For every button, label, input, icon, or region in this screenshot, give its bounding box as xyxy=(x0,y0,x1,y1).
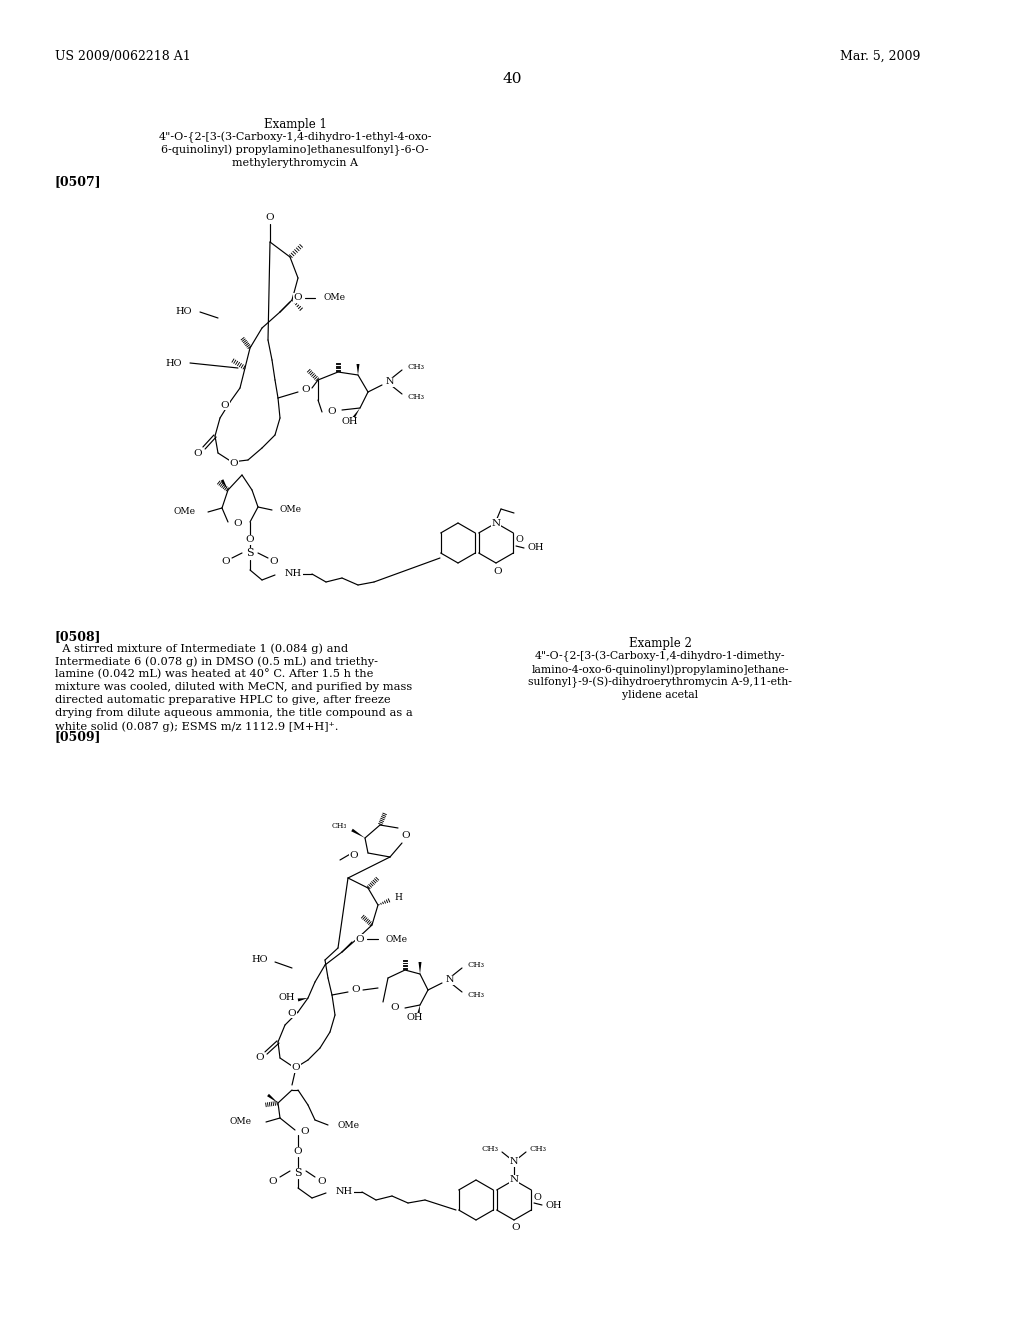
Text: OMe: OMe xyxy=(280,506,302,515)
Polygon shape xyxy=(417,1005,420,1016)
Text: S: S xyxy=(246,548,254,558)
Text: O: O xyxy=(269,557,279,565)
Text: US 2009/0062218 A1: US 2009/0062218 A1 xyxy=(55,50,190,63)
Text: O: O xyxy=(229,459,239,469)
Text: O: O xyxy=(512,1224,520,1233)
Text: HO: HO xyxy=(252,956,268,965)
Text: O: O xyxy=(256,1053,264,1063)
Polygon shape xyxy=(298,998,308,1002)
Text: NH: NH xyxy=(285,569,302,578)
Text: CH₃: CH₃ xyxy=(530,1144,547,1152)
Text: [0509]: [0509] xyxy=(55,730,101,743)
Text: O: O xyxy=(349,850,358,859)
Text: OH: OH xyxy=(342,417,358,426)
Text: OMe: OMe xyxy=(173,507,195,516)
Text: O: O xyxy=(292,1064,300,1072)
Text: O: O xyxy=(221,557,230,565)
Text: drying from dilute aqueous ammonia, the title compound as a: drying from dilute aqueous ammonia, the … xyxy=(55,708,413,718)
Text: O: O xyxy=(355,935,365,944)
Text: lamine (0.042 mL) was heated at 40° C. After 1.5 h the: lamine (0.042 mL) was heated at 40° C. A… xyxy=(55,669,374,680)
Text: CH₃: CH₃ xyxy=(408,393,425,401)
Text: N: N xyxy=(386,378,394,387)
Text: white solid (0.087 g); ESMS m/z 1112.9 [M+H]⁺.: white solid (0.087 g); ESMS m/z 1112.9 [… xyxy=(55,721,339,731)
Text: S: S xyxy=(294,1168,302,1177)
Text: O: O xyxy=(391,1002,399,1011)
Text: 40: 40 xyxy=(502,73,522,86)
Text: O: O xyxy=(351,986,360,994)
Text: O: O xyxy=(294,1147,302,1156)
Text: A stirred mixture of Intermediate 1 (0.084 g) and: A stirred mixture of Intermediate 1 (0.0… xyxy=(55,643,348,653)
Text: 4"-O-{2-[3-(3-Carboxy-1,4-dihydro-1-dimethy-: 4"-O-{2-[3-(3-Carboxy-1,4-dihydro-1-dime… xyxy=(535,651,785,663)
Polygon shape xyxy=(221,479,228,490)
Text: Intermediate 6 (0.078 g) in DMSO (0.5 mL) and triethy-: Intermediate 6 (0.078 g) in DMSO (0.5 mL… xyxy=(55,656,378,667)
Text: O: O xyxy=(317,1176,327,1185)
Text: OMe: OMe xyxy=(324,293,346,302)
Text: O: O xyxy=(515,536,523,544)
Text: OMe: OMe xyxy=(338,1121,360,1130)
Text: O: O xyxy=(302,385,310,395)
Text: directed automatic preparative HPLC to give, after freeze: directed automatic preparative HPLC to g… xyxy=(55,696,390,705)
Text: O: O xyxy=(288,1008,296,1018)
Text: Example 1: Example 1 xyxy=(263,117,327,131)
Text: OH: OH xyxy=(546,1200,562,1209)
Text: O: O xyxy=(221,400,229,409)
Polygon shape xyxy=(351,829,365,838)
Text: N: N xyxy=(492,519,501,528)
Text: OMe: OMe xyxy=(386,935,408,944)
Text: CH₃: CH₃ xyxy=(468,961,485,969)
Text: HO: HO xyxy=(166,359,182,367)
Polygon shape xyxy=(356,364,359,375)
Text: OH: OH xyxy=(279,994,295,1002)
Text: OH: OH xyxy=(407,1014,423,1023)
Text: O: O xyxy=(229,459,239,469)
Text: O: O xyxy=(233,519,243,528)
Text: OMe: OMe xyxy=(230,1118,252,1126)
Text: Example 2: Example 2 xyxy=(629,638,691,649)
Text: CH₃: CH₃ xyxy=(481,1144,498,1152)
Text: O: O xyxy=(328,408,336,417)
Text: H: H xyxy=(394,894,401,903)
Text: [0508]: [0508] xyxy=(55,630,101,643)
Text: methylerythromycin A: methylerythromycin A xyxy=(232,158,358,168)
Text: N: N xyxy=(509,1176,518,1184)
Text: 6-quinolinyl) propylamino]ethanesulfonyl}-6-O-: 6-quinolinyl) propylamino]ethanesulfonyl… xyxy=(161,145,429,156)
Text: CH₃: CH₃ xyxy=(332,822,347,830)
Polygon shape xyxy=(267,1094,278,1104)
Text: N: N xyxy=(510,1158,518,1167)
Text: O: O xyxy=(534,1192,541,1201)
Text: ylidene acetal: ylidene acetal xyxy=(622,690,698,700)
Text: O: O xyxy=(494,566,503,576)
Text: lamino-4-oxo-6-quinolinyl)propylamino]ethane-: lamino-4-oxo-6-quinolinyl)propylamino]et… xyxy=(531,664,788,675)
Text: O: O xyxy=(268,1176,278,1185)
Text: O: O xyxy=(401,830,411,840)
Text: N: N xyxy=(445,975,455,985)
Text: O: O xyxy=(246,536,254,544)
Text: 4"-O-{2-[3-(3-Carboxy-1,4-dihydro-1-ethyl-4-oxo-: 4"-O-{2-[3-(3-Carboxy-1,4-dihydro-1-ethy… xyxy=(159,132,432,144)
Text: O: O xyxy=(301,1127,309,1137)
Text: O: O xyxy=(265,214,274,223)
Polygon shape xyxy=(419,962,422,974)
Text: mixture was cooled, diluted with MeCN, and purified by mass: mixture was cooled, diluted with MeCN, a… xyxy=(55,682,413,692)
Text: O: O xyxy=(194,450,203,458)
Text: Mar. 5, 2009: Mar. 5, 2009 xyxy=(840,50,921,63)
Polygon shape xyxy=(351,408,360,421)
Text: HO: HO xyxy=(175,308,193,317)
Text: [0507]: [0507] xyxy=(55,176,101,187)
Text: O: O xyxy=(294,293,302,302)
Text: sulfonyl}-9-(S)-dihydroerythromycin A-9,11-eth-: sulfonyl}-9-(S)-dihydroerythromycin A-9,… xyxy=(528,677,792,688)
Text: CH₃: CH₃ xyxy=(408,363,425,371)
Text: NH: NH xyxy=(336,1188,353,1196)
Text: OH: OH xyxy=(528,544,545,553)
Text: CH₃: CH₃ xyxy=(468,991,485,999)
